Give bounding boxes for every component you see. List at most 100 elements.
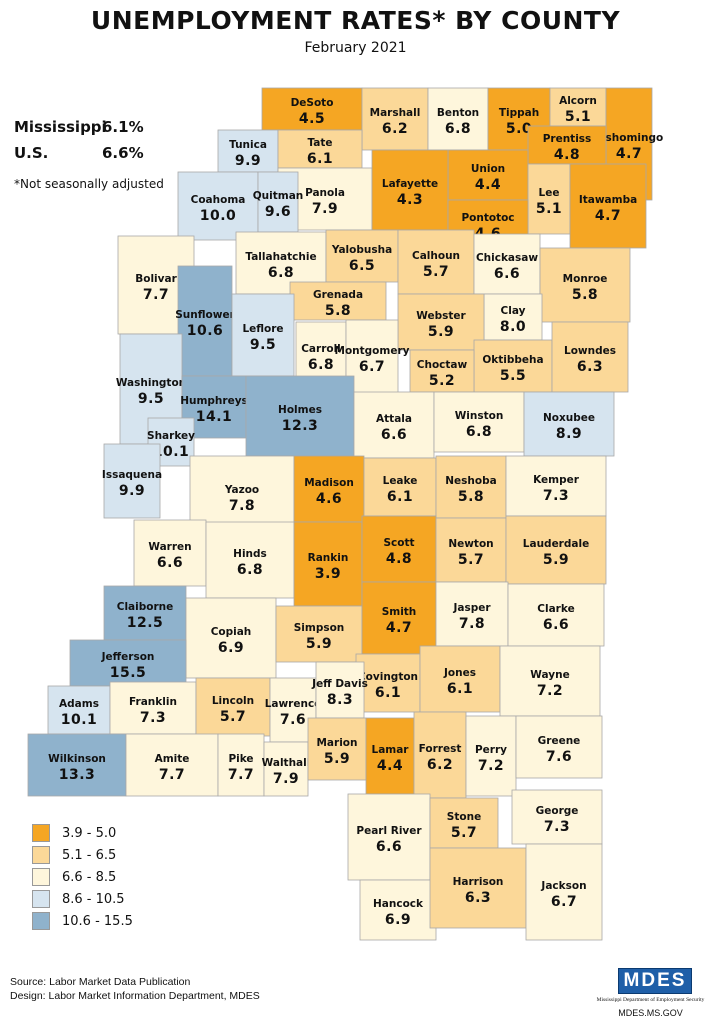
county-name: Noxubee	[543, 412, 595, 424]
county-rate: 7.7	[228, 767, 254, 783]
county-pearl-river: Pearl River 6.6	[347, 793, 431, 881]
county-rate: 4.4	[377, 758, 403, 774]
county-rate: 7.2	[537, 683, 563, 699]
county-rate: 7.3	[543, 488, 569, 504]
county-rate: 7.3	[140, 710, 166, 726]
county-name: Coahoma	[191, 194, 246, 206]
county-name: Hinds	[233, 548, 267, 560]
county-rate: 8.0	[500, 319, 526, 335]
county-name: Jeff Davis	[311, 678, 368, 690]
county-shape	[103, 443, 161, 519]
county-greene: Greene 7.6	[515, 715, 603, 779]
county-name: Carroll	[301, 343, 341, 355]
county-name: Sharkey	[147, 430, 195, 442]
county-shape	[47, 685, 111, 735]
county-rate: 9.5	[250, 337, 276, 353]
county-harrison: Harrison 6.3	[429, 847, 527, 929]
county-rate: 12.3	[282, 418, 319, 434]
county-shape	[473, 339, 553, 393]
county-attala: Attala 6.6	[353, 391, 435, 459]
county-rate: 5.7	[220, 709, 246, 725]
county-rate: 6.9	[385, 912, 411, 928]
county-name: Covington	[358, 671, 418, 683]
county-shape	[465, 715, 517, 797]
county-rate: 5.9	[306, 636, 332, 652]
county-wilkinson: Wilkinson 13.3	[27, 733, 127, 797]
county-forrest: Forrest 6.2	[413, 711, 467, 799]
legend: 3.9 - 5.0 5.1 - 6.5 6.6 - 8.5 8.6 - 10.5…	[32, 822, 133, 932]
county-rate: 6.8	[308, 357, 334, 373]
map-title: UNEMPLOYMENT RATES* BY COUNTY	[90, 6, 621, 35]
county-rate: 4.8	[554, 147, 580, 163]
legend-item: 8.6 - 10.5	[32, 888, 133, 910]
county-shape	[361, 581, 437, 655]
county-walthall: Walthall 7.9	[262, 741, 310, 797]
county-shape	[483, 293, 543, 341]
county-rate: 5.7	[423, 264, 449, 280]
county-shape	[525, 843, 603, 941]
legend-item: 6.6 - 8.5	[32, 866, 133, 888]
county-jackson: Jackson 6.7	[525, 843, 603, 941]
county-pike: Pike 7.7	[217, 733, 265, 797]
county-name: Lowndes	[564, 345, 616, 357]
county-issaquena: Issaquena 9.9	[102, 443, 162, 519]
county-shape	[397, 229, 475, 295]
county-shape	[263, 741, 309, 797]
county-rate: 6.6	[494, 266, 520, 282]
county-shape	[217, 129, 279, 173]
county-rate: 6.6	[543, 617, 569, 633]
county-rate: 7.7	[159, 767, 185, 783]
county-rate: 6.7	[551, 894, 577, 910]
county-rate: 8.3	[327, 692, 353, 708]
county-shape	[345, 319, 399, 395]
county-montgomery: Montgomery 6.7	[335, 319, 410, 395]
county-shape	[409, 349, 475, 393]
county-name: Hancock	[373, 898, 424, 910]
county-chickasaw: Chickasaw 6.6	[473, 233, 541, 295]
county-lafayette: Lafayette 4.3	[371, 149, 449, 231]
county-name: Greene	[538, 735, 581, 747]
county-name: Franklin	[129, 696, 177, 708]
legend-label: 6.6 - 8.5	[62, 869, 117, 885]
county-shape	[231, 293, 295, 377]
county-name: Neshoba	[445, 475, 496, 487]
county-rate: 7.9	[312, 201, 338, 217]
county-marion: Marion 5.9	[307, 717, 367, 781]
county-scott: Scott 4.8	[361, 515, 437, 583]
county-shape	[195, 677, 271, 737]
county-shape	[245, 375, 355, 457]
county-name: Smith	[382, 606, 417, 618]
county-shape	[177, 265, 233, 377]
county-name: Leake	[383, 475, 418, 487]
county-marshall: Marshall 6.2	[361, 87, 429, 151]
county-shape	[289, 281, 387, 321]
footnote: *Not seasonally adjusted	[14, 177, 164, 191]
county-rate: 6.1	[307, 151, 333, 167]
county-clay: Clay 8.0	[483, 293, 543, 341]
county-name: Webster	[416, 310, 466, 322]
county-lincoln: Lincoln 5.7	[195, 677, 271, 737]
county-rate: 6.1	[387, 489, 413, 505]
county-jeff-davis: Jeff Davis 8.3	[311, 661, 368, 719]
legend-swatch	[32, 868, 50, 886]
county-rate: 7.6	[546, 749, 572, 765]
source-text: Source: Labor Market Data Publication	[10, 976, 191, 988]
county-shape	[413, 711, 467, 799]
us-rate-label: U.S.	[14, 144, 49, 162]
county-rate: 9.6	[265, 204, 291, 220]
state-rate-label: Mississippi	[14, 118, 107, 136]
county-name: Scott	[383, 537, 414, 549]
county-name: Panola	[305, 187, 345, 199]
county-rate: 6.7	[359, 359, 385, 375]
county-rate: 10.1	[153, 444, 190, 460]
county-name: Simpson	[294, 622, 345, 634]
county-tunica: Tunica 9.9	[217, 129, 279, 173]
county-name: Humphreys	[180, 395, 248, 407]
county-rate: 10.6	[187, 323, 224, 339]
county-shape	[527, 163, 571, 235]
county-name: Lee	[539, 187, 560, 199]
legend-label: 5.1 - 6.5	[62, 847, 117, 863]
county-union: Union 4.4	[447, 149, 529, 201]
county-name: George	[536, 805, 579, 817]
